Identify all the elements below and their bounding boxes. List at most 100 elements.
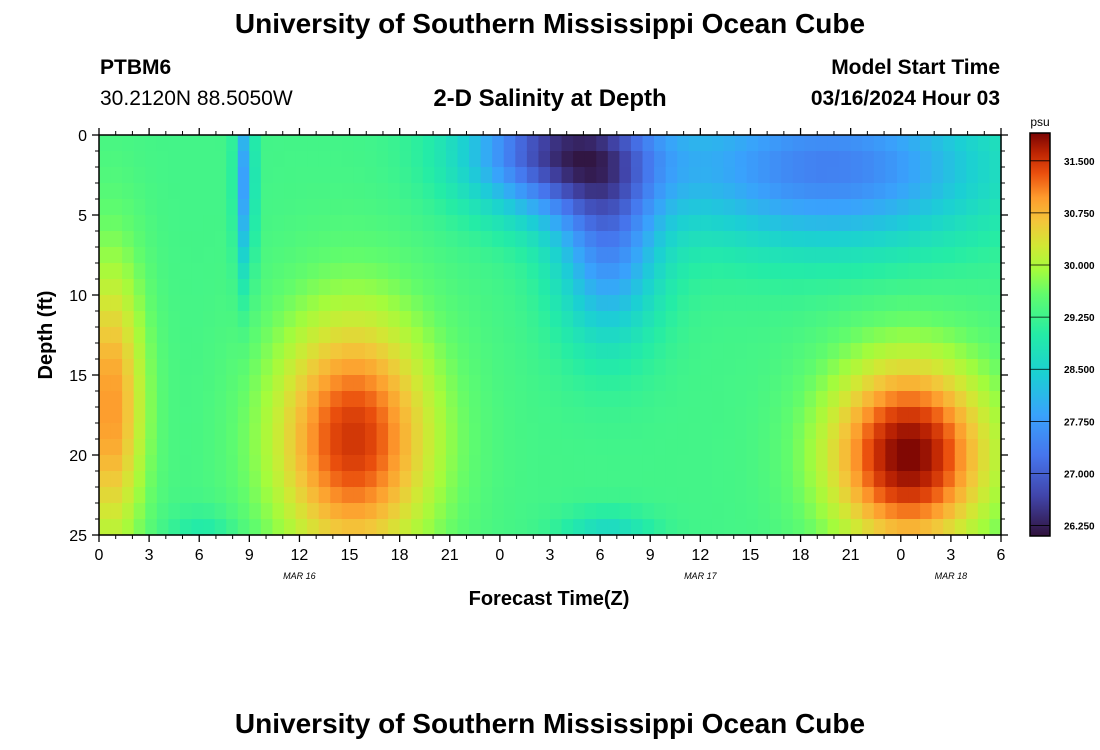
heatmap-cell [237,391,250,408]
heatmap-cell [272,279,285,296]
heatmap-cell [330,247,343,264]
heatmap-cell [457,423,470,440]
heatmap-cell [99,295,112,312]
heatmap-cell [596,183,609,200]
heatmap-cell [226,519,239,536]
heatmap-cell [619,359,632,376]
heatmap-cell [445,359,459,376]
heatmap-cell [422,247,435,264]
heatmap-cell [885,407,898,424]
heatmap-cell [492,135,505,152]
y-tick-label: 0 [78,128,87,145]
heatmap-cell [758,439,771,456]
heatmap-cell [330,503,343,520]
heatmap-cell [630,263,644,280]
heatmap-cell [318,423,331,440]
heatmap-cell [237,407,250,424]
heatmap-cell [434,263,447,280]
heatmap-cell [376,471,389,488]
heatmap-cell [526,247,540,264]
heatmap-cell [284,439,297,456]
heatmap-cell [445,375,459,392]
heatmap-cell [214,503,227,520]
heatmap-cell [989,167,1002,184]
heatmap-cell [873,343,886,360]
heatmap-cell [99,439,112,456]
heatmap-cell [364,295,378,312]
heatmap-cell [954,295,967,312]
heatmap-cell [723,295,736,312]
heatmap-cell [827,359,840,376]
heatmap-cell [168,215,181,232]
heatmap-cell [746,183,759,200]
heatmap-cell [341,183,355,200]
heatmap-cell [607,151,620,168]
heatmap-cell [885,247,898,264]
heatmap-cell [399,231,412,248]
heatmap-cell [850,295,863,312]
heatmap-cell [260,183,274,200]
heatmap-cell [445,263,459,280]
heatmap-cell [480,519,493,536]
heatmap-cell [422,439,435,456]
heatmap-cell [376,279,389,296]
heatmap-cell [168,135,181,152]
heatmap-cell [445,471,459,488]
heatmap-cell [492,215,505,232]
heatmap-cell [654,199,667,216]
heatmap-cell [538,375,551,392]
heatmap-cell [862,151,875,168]
heatmap-cell [989,263,1002,280]
heatmap-cell [307,391,320,408]
heatmap-cell [735,343,748,360]
heatmap-cell [908,215,921,232]
heatmap-cell [318,295,331,312]
heatmap-cell [469,391,482,408]
heatmap-cell [388,423,401,440]
heatmap-cell [272,183,285,200]
heatmap-cell [977,391,991,408]
heatmap-cells [99,135,1002,536]
heatmap-cell [122,455,135,472]
heatmap-cell [272,407,285,424]
heatmap-cell [665,231,678,248]
heatmap-cell [122,423,135,440]
heatmap-cell [943,263,956,280]
heatmap-cell [943,199,956,216]
heatmap-cell [758,519,771,536]
heatmap-cell [596,215,609,232]
heatmap-cell [388,183,401,200]
heatmap-cell [839,263,852,280]
heatmap-cell [966,151,979,168]
heatmap-cell [596,455,609,472]
heatmap-cell [769,247,782,264]
heatmap-cell [341,167,355,184]
heatmap-cell [388,247,401,264]
heatmap-cell [862,503,875,520]
heatmap-cell [445,407,459,424]
heatmap-cell [977,167,991,184]
heatmap-cell [908,343,921,360]
heatmap-cell [989,215,1002,232]
heatmap-cell [503,487,516,504]
heatmap-cell [203,263,216,280]
heatmap-cell [977,503,991,520]
heatmap-cell [156,135,169,152]
heatmap-cell [214,151,227,168]
heatmap-cell [249,247,262,264]
page-title: University of Southern Mississippi Ocean… [234,8,866,39]
heatmap-cell [654,151,667,168]
heatmap-cell [341,295,355,312]
heatmap-cell [99,519,112,536]
heatmap-cell [526,391,540,408]
heatmap-cell [665,455,678,472]
heatmap-cell [584,407,597,424]
heatmap-cell [203,135,216,152]
heatmap-cell [619,343,632,360]
heatmap-cell [110,519,123,536]
heatmap-cell [307,199,320,216]
heatmap-cell [943,503,956,520]
heatmap-cell [792,391,806,408]
heatmap-cell [607,343,620,360]
heatmap-cell [792,471,806,488]
